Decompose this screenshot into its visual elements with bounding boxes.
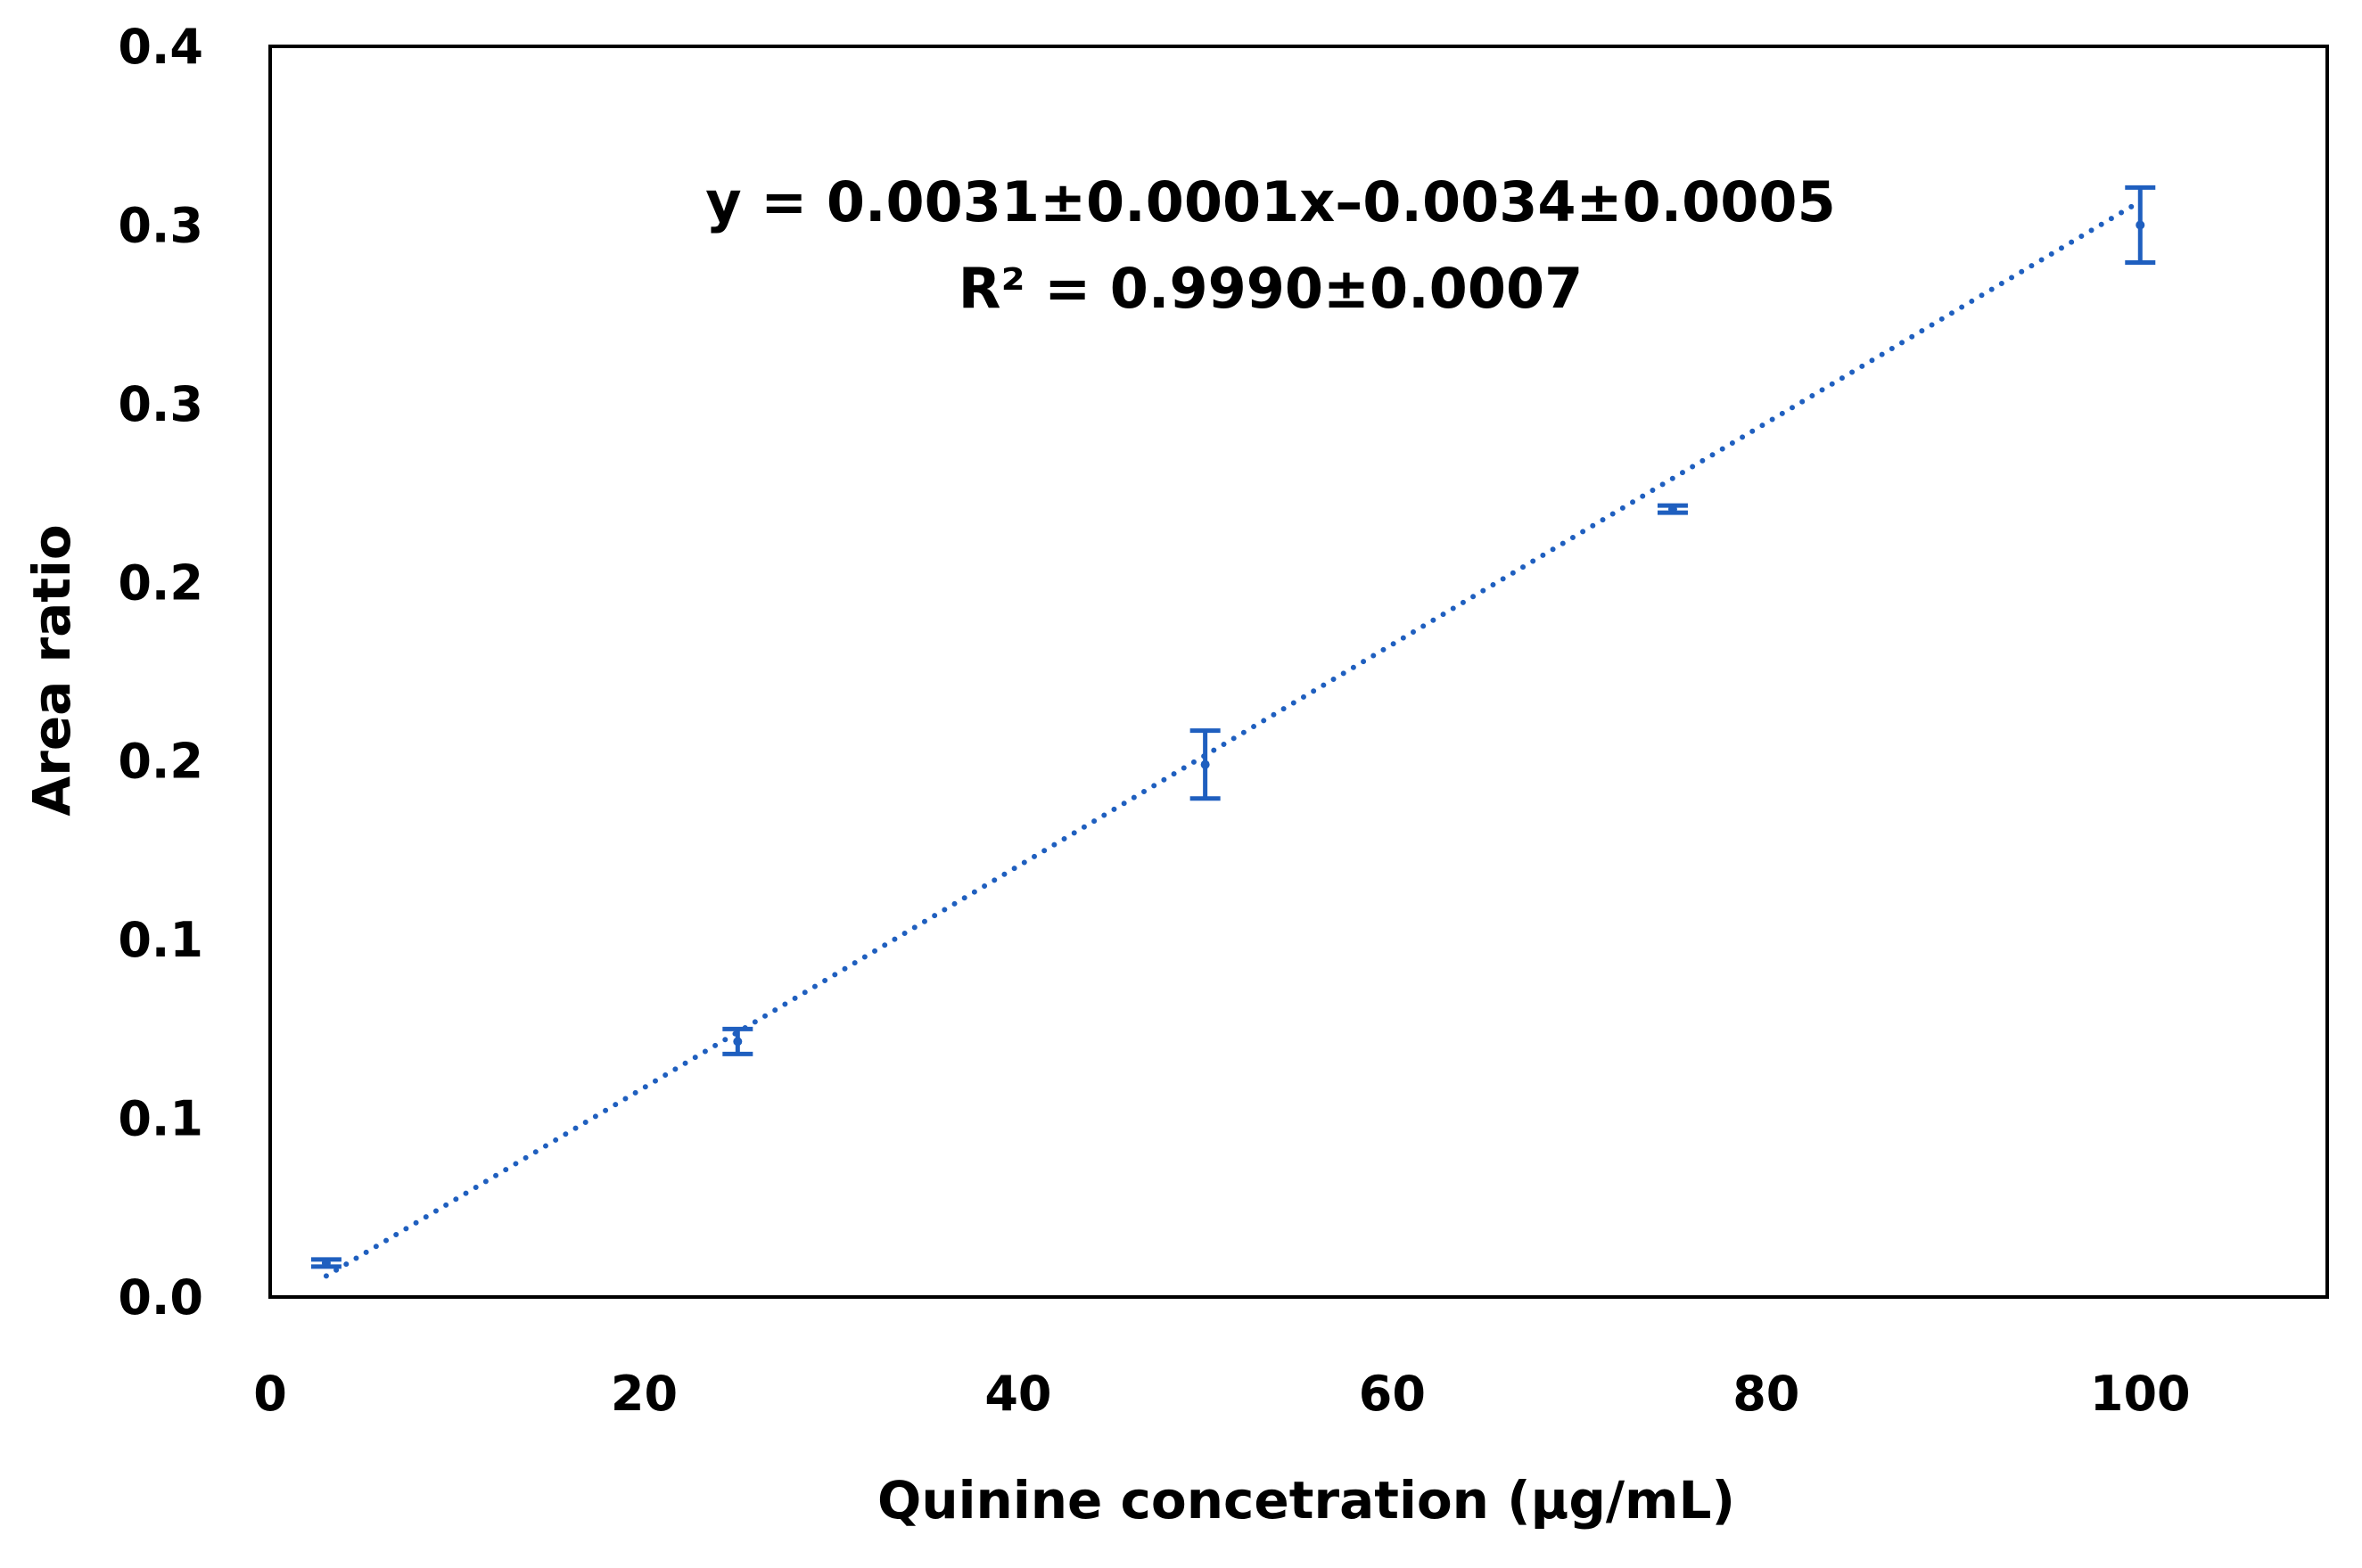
y-tick-label: 0.1 bbox=[118, 1091, 203, 1147]
y-tick-label: 0.1 bbox=[118, 912, 203, 968]
y-tick-label: 0.2 bbox=[118, 734, 203, 790]
r-squared-label: R² = 0.9990±0.0007 bbox=[959, 256, 1583, 321]
y-tick-label: 0.3 bbox=[118, 197, 203, 253]
x-tick-label: 0 bbox=[253, 1366, 287, 1422]
x-axis-title: Quinine concetration (μg/mL) bbox=[877, 1470, 1735, 1531]
data-point bbox=[2136, 220, 2145, 230]
x-tick-label: 40 bbox=[984, 1366, 1051, 1422]
data-point-group bbox=[722, 1026, 753, 1056]
data-point bbox=[1200, 759, 1210, 769]
data-point bbox=[1667, 505, 1677, 514]
data-point bbox=[321, 1258, 331, 1268]
y-axis-title: Area ratio bbox=[21, 524, 82, 816]
trendline bbox=[323, 198, 2144, 1279]
data-point-group bbox=[1189, 728, 1221, 801]
x-tick-label: 60 bbox=[1359, 1366, 1426, 1422]
data-point-group bbox=[1657, 503, 1688, 515]
x-tick-label: 20 bbox=[611, 1366, 678, 1422]
y-tick-label: 0.3 bbox=[118, 376, 203, 432]
x-tick-label: 80 bbox=[1732, 1366, 1799, 1422]
x-tick-labels: 0 20 40 60 80 100 bbox=[253, 1366, 2190, 1422]
data-point bbox=[733, 1037, 743, 1047]
data-point-group bbox=[2125, 185, 2156, 266]
trendline-equation: y = 0.0031±0.0001x–0.0034±0.0005 bbox=[705, 169, 1835, 234]
trendline-layer bbox=[323, 198, 2144, 1279]
data-point-group bbox=[310, 1257, 342, 1269]
y-tick-label: 0.0 bbox=[118, 1269, 203, 1326]
plot-frame bbox=[268, 45, 2329, 1299]
y-tick-label: 0.4 bbox=[118, 19, 203, 75]
x-tick-label: 100 bbox=[2090, 1366, 2191, 1422]
y-tick-label: 0.2 bbox=[118, 554, 203, 611]
y-tick-labels: 0.0 0.1 0.1 0.2 0.2 0.3 0.3 0.4 bbox=[118, 19, 203, 1326]
data-points-layer bbox=[310, 185, 2156, 1269]
